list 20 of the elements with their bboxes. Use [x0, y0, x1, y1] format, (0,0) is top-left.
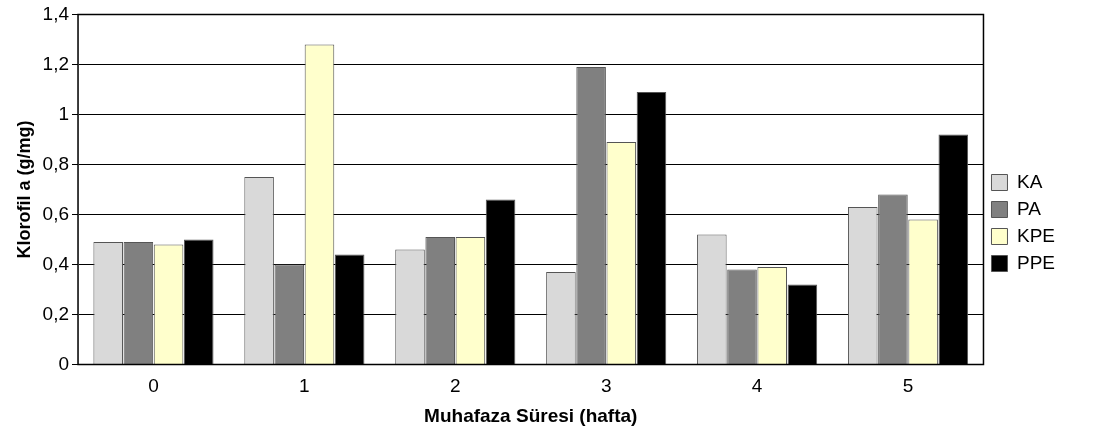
- y-tick-label: 0,2: [42, 302, 70, 324]
- y-tick-label: 0: [58, 352, 70, 374]
- legend-label: KA: [1016, 170, 1043, 192]
- y-tick-label: 1,2: [42, 52, 70, 74]
- y-tick-label: 0,6: [42, 202, 70, 224]
- y-tick-label: 1: [58, 102, 70, 124]
- y-axis-title: Klorofil a (g/mg): [13, 120, 34, 259]
- x-tick-label: 4: [751, 375, 763, 397]
- x-tick-label: 5: [902, 375, 914, 397]
- legend-label: KPE: [1016, 224, 1056, 246]
- x-tick-label: 2: [450, 375, 461, 397]
- y-tick-label: 0,8: [42, 152, 70, 174]
- x-axis-title: Muhafaza Süresi (hafta): [424, 404, 638, 426]
- legend-label: PPE: [1016, 251, 1056, 273]
- x-tick-label: 1: [299, 375, 310, 397]
- y-tick-label: 0,4: [42, 252, 70, 274]
- x-tick-label: 0: [148, 375, 159, 397]
- legend-label: PA: [1016, 197, 1042, 219]
- x-tick-label: 3: [600, 375, 612, 397]
- y-tick-label: 1,4: [42, 2, 70, 24]
